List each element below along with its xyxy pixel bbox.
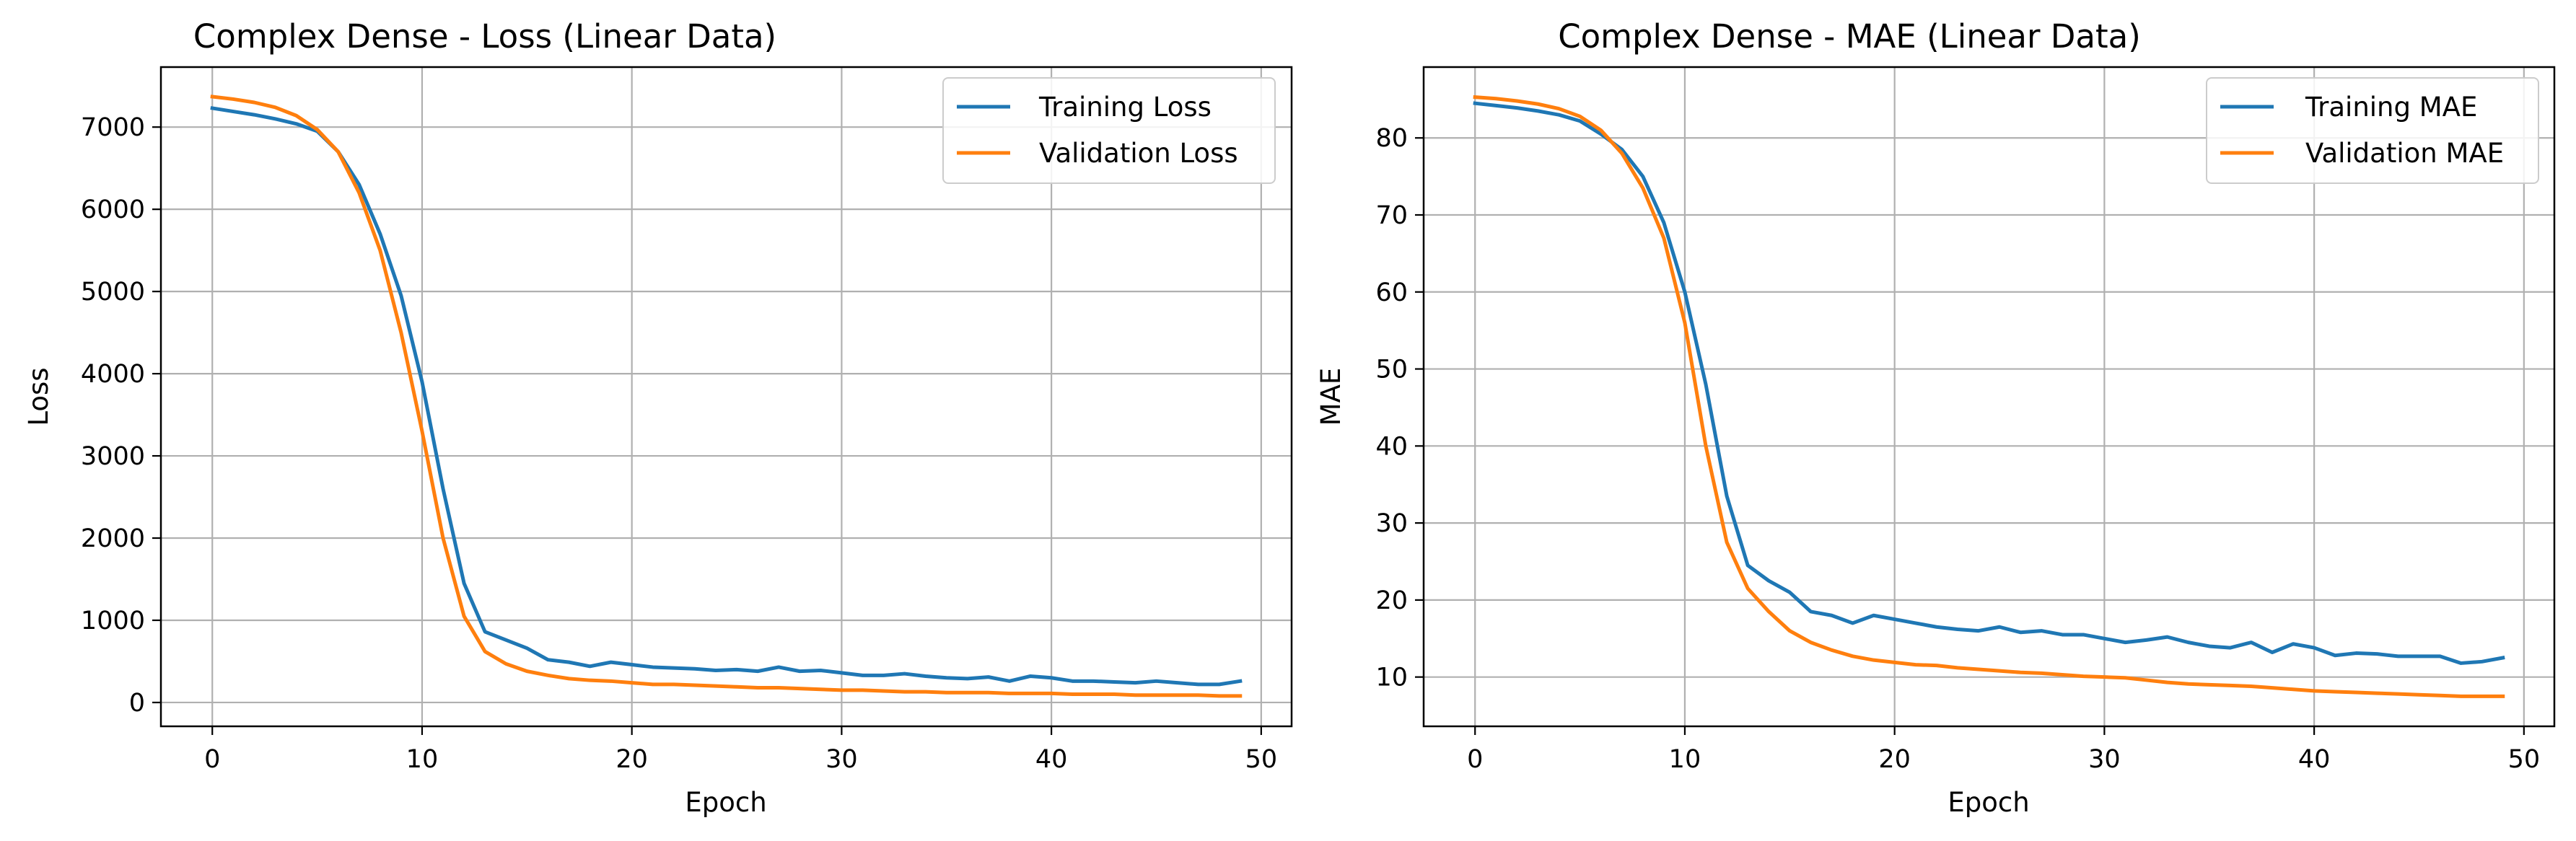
loss-x-tick-label: 20	[615, 745, 648, 774]
loss-x-axis-label: Epoch	[685, 787, 766, 818]
mae-chart: Complex Dense - MAE (Linear Data) 0 10 20 3…	[1315, 17, 2556, 818]
loss-y-tick-label: 0	[129, 689, 145, 718]
mae-plot-area	[1422, 66, 2556, 728]
loss-chart-title: Complex Dense - Loss (Linear Data)	[193, 17, 776, 56]
mae-legend-label-validation: Validation MAE	[2305, 138, 2504, 169]
loss-series-line-validation	[210, 94, 1243, 698]
mae-y-tick-label: 60	[1375, 278, 1408, 307]
mae-legend-label-training: Training MAE	[2305, 92, 2477, 123]
loss-y-tick-label: 1000	[81, 607, 145, 635]
loss-legend: Training Loss Validation Loss	[942, 77, 1276, 184]
mae-y-tick-label: 70	[1375, 201, 1408, 230]
loss-plot-area	[159, 66, 1293, 728]
mae-y-tick-label: 20	[1375, 586, 1408, 615]
loss-y-tick-label: 6000	[81, 195, 145, 224]
loss-legend-label-training: Training Loss	[1038, 92, 1212, 123]
loss-x-tick-label: 10	[406, 745, 439, 774]
loss-y-axis-label: Loss	[23, 367, 54, 426]
mae-y-tick-label: 30	[1375, 509, 1408, 538]
mae-legend-box	[2206, 77, 2539, 184]
mae-y-tick-label: 80	[1375, 124, 1408, 153]
mae-series-line-training	[1473, 101, 2505, 665]
loss-x-tick-label: 30	[825, 745, 858, 774]
mae-x-tick-label: 20	[1878, 745, 1911, 774]
loss-x-tick-label: 40	[1035, 745, 1068, 774]
mae-legend: Training MAE Validation MAE	[2206, 77, 2539, 184]
mae-y-axis-label: MAE	[1315, 368, 1346, 426]
loss-y-tick-label: 7000	[81, 113, 145, 142]
loss-y-tick-label: 3000	[81, 442, 145, 471]
mae-y-tick-label: 50	[1375, 356, 1408, 384]
mae-x-tick-label: 40	[2298, 745, 2331, 774]
loss-y-tick-label: 5000	[81, 278, 145, 307]
loss-y-tick-label: 4000	[81, 360, 145, 389]
mae-y-tick-label: 40	[1375, 432, 1408, 461]
loss-series-line-training	[210, 106, 1243, 687]
loss-legend-box	[942, 77, 1276, 184]
mae-x-tick-label: 10	[1669, 745, 1701, 774]
mae-y-tick-label: 10	[1375, 664, 1408, 692]
mae-series-line-validation	[1473, 94, 2505, 698]
mae-chart-title: Complex Dense - MAE (Linear Data)	[1558, 17, 2141, 56]
loss-x-tick-label: 50	[1245, 745, 1278, 774]
mae-x-tick-label: 50	[2508, 745, 2541, 774]
loss-y-tick-label: 2000	[81, 524, 145, 553]
mae-x-tick-label: 30	[2088, 745, 2121, 774]
loss-x-tick-label: 0	[204, 745, 220, 774]
mae-x-tick-label: 0	[1467, 745, 1483, 774]
loss-chart: Complex Dense - Loss (Linear Data) 0 10 20…	[23, 17, 1293, 818]
loss-legend-label-validation: Validation Loss	[1039, 138, 1238, 169]
mae-x-axis-label: Epoch	[1948, 787, 2029, 818]
